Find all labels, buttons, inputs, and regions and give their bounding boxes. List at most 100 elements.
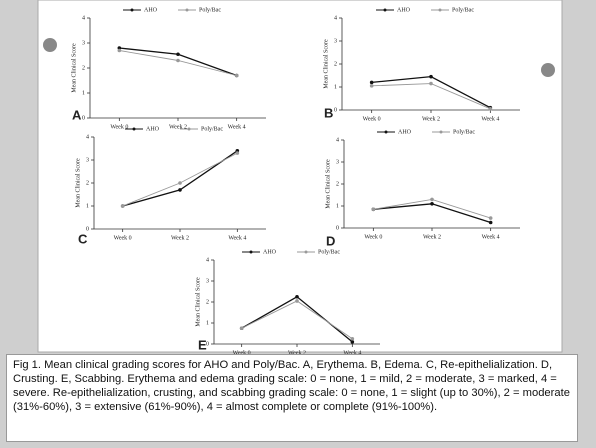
legend-label: AHO [146, 126, 160, 132]
legend-label: AHO [144, 7, 158, 13]
data-point [178, 181, 182, 185]
x-tick-label: Week 0 [364, 234, 382, 240]
x-tick-label: Week 4 [228, 235, 246, 241]
data-point [120, 204, 125, 208]
data-point [429, 81, 433, 86]
legend-marker [185, 8, 189, 12]
data-point [350, 340, 355, 344]
figure-background [37, 0, 563, 353]
y-tick-label: 1 [334, 84, 337, 90]
data-point [350, 336, 355, 341]
x-tick-label: Week 4 [228, 124, 246, 130]
data-point [371, 207, 376, 212]
y-tick-label: 0 [206, 341, 209, 347]
legend-marker [383, 8, 387, 12]
legend-marker [130, 8, 134, 12]
y-axis-label: Mean Clinical Score [75, 158, 81, 208]
legend-marker [439, 130, 443, 134]
panel-label: C [78, 231, 88, 246]
y-tick-label: 0 [82, 115, 85, 121]
legend-label: AHO [398, 129, 412, 135]
y-tick-label: 4 [334, 15, 337, 21]
data-point [429, 74, 433, 79]
x-tick-label: Week 0 [363, 116, 381, 122]
legend-label: Poly/Bac [453, 129, 475, 135]
x-tick-label: Week 2 [169, 124, 187, 130]
legend-label: Poly/Bac [318, 249, 340, 255]
legend-marker [249, 250, 253, 254]
y-tick-label: 0 [334, 107, 337, 113]
y-tick-label: 3 [82, 40, 85, 46]
y-tick-label: 3 [334, 38, 337, 44]
y-tick-label: 3 [206, 278, 209, 284]
x-tick-label: Week 2 [422, 116, 440, 122]
data-point [488, 220, 493, 225]
data-point [430, 202, 434, 206]
caption: Fig 1. Mean clinical grading scores for … [6, 354, 578, 442]
y-tick-label: 3 [336, 159, 339, 165]
legend-marker [438, 8, 442, 12]
y-tick-label: 0 [336, 225, 339, 231]
data-point [176, 58, 180, 63]
y-tick-label: 4 [86, 134, 89, 140]
y-tick-label: 2 [82, 65, 85, 71]
x-tick-label: Week 2 [288, 350, 306, 356]
data-point [369, 84, 374, 88]
x-tick-label: Week 4 [482, 234, 500, 240]
data-point [235, 151, 240, 155]
y-axis-label: Mean Clinical Score [323, 39, 329, 89]
panel-label: B [324, 105, 333, 120]
legend-label: AHO [263, 249, 277, 255]
x-tick-label: Week 4 [343, 350, 361, 356]
data-point [234, 73, 239, 78]
y-axis-label: Mean Clinical Score [195, 277, 201, 327]
y-axis-label: Mean Clinical Score [71, 43, 77, 93]
x-tick-label: Week 2 [423, 234, 441, 240]
y-tick-label: 2 [336, 181, 339, 187]
y-tick-label: 1 [336, 203, 339, 209]
legend-marker [132, 127, 136, 131]
data-point [178, 188, 182, 192]
legend-label: Poly/Bac [199, 7, 221, 13]
x-tick-label: Week 4 [481, 116, 499, 122]
data-point [488, 107, 493, 111]
y-tick-label: 1 [206, 320, 209, 326]
pin-left [43, 38, 57, 52]
y-tick-label: 2 [206, 299, 209, 305]
legend-label: Poly/Bac [452, 7, 474, 13]
legend-label: AHO [397, 7, 411, 13]
data-point [239, 326, 244, 331]
data-point [430, 197, 434, 202]
data-point [117, 46, 122, 50]
panel-label: D [326, 233, 335, 248]
data-point [295, 294, 299, 299]
y-tick-label: 2 [334, 61, 337, 67]
pin-right [541, 63, 555, 77]
legend-marker [187, 127, 191, 131]
y-tick-label: 1 [82, 90, 85, 96]
y-tick-label: 1 [86, 203, 89, 209]
legend-marker [384, 130, 388, 134]
x-tick-label: Week 0 [233, 350, 251, 356]
legend-label: Poly/Bac [201, 126, 223, 132]
data-point [117, 48, 122, 53]
y-tick-label: 3 [86, 157, 89, 163]
data-point [488, 216, 493, 220]
data-point [369, 80, 374, 85]
legend-marker [304, 250, 308, 254]
y-axis-label: Mean Clinical Score [325, 159, 331, 209]
panel-label: A [72, 107, 82, 122]
x-tick-label: Week 2 [171, 235, 189, 241]
y-tick-label: 4 [336, 137, 339, 143]
y-tick-label: 2 [86, 180, 89, 186]
y-tick-label: 4 [82, 15, 85, 21]
data-point [176, 52, 180, 57]
data-point [295, 299, 299, 303]
x-tick-label: Week 0 [110, 124, 128, 130]
panel-label: E [198, 337, 207, 352]
y-tick-label: 0 [86, 226, 89, 232]
x-tick-label: Week 0 [114, 235, 132, 241]
y-tick-label: 4 [206, 257, 209, 263]
